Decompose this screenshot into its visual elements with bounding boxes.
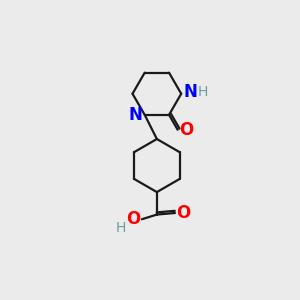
Text: H: H: [197, 85, 208, 99]
Text: N: N: [183, 83, 197, 101]
Text: N: N: [129, 106, 143, 124]
Text: H: H: [115, 221, 126, 235]
Text: O: O: [176, 204, 191, 222]
Text: O: O: [126, 210, 140, 228]
Text: O: O: [179, 121, 194, 139]
